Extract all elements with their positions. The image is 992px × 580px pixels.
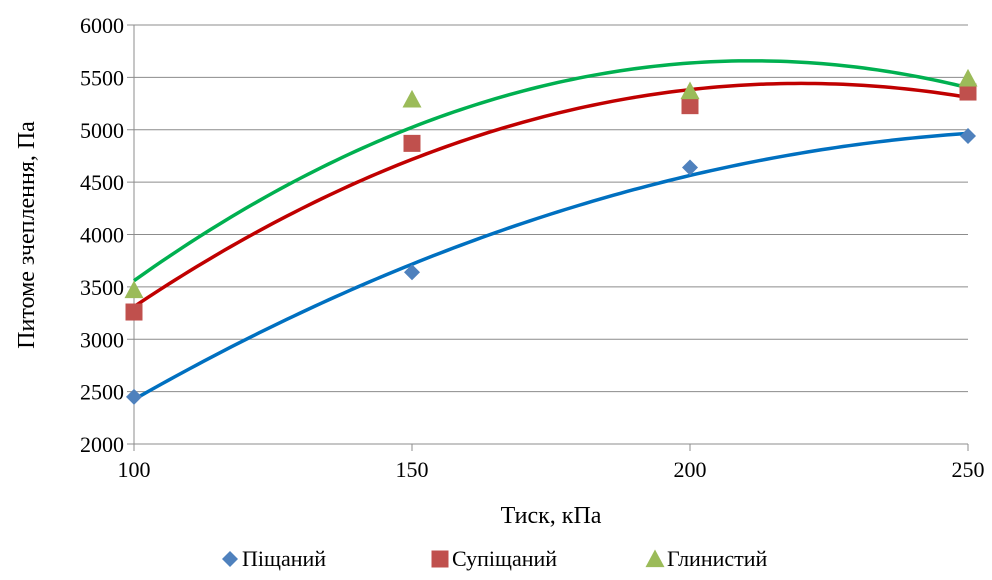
x-axis-title: Тиск, кПа: [501, 503, 602, 529]
y-tick-label: 3000: [80, 327, 124, 352]
legend-label: Супіщаний: [452, 546, 557, 571]
grid-layer: [134, 24, 968, 445]
y-tick-label: 5000: [80, 118, 124, 143]
trendline-3: [132, 59, 969, 283]
legend-label: Глинистий: [667, 546, 768, 571]
trendline-1: [133, 131, 969, 402]
trendline-layer: [132, 59, 969, 402]
trendline-2: [133, 81, 969, 309]
y-tick-label: 6000: [80, 13, 124, 38]
y-axis-title: Питоме зчеплення, Па: [14, 121, 40, 349]
y-tick-label: 4000: [80, 223, 124, 248]
y-tick-label: 5500: [80, 65, 124, 90]
data-point-series-3: [680, 81, 700, 100]
marker-layer: [124, 68, 978, 405]
x-tick-label: 100: [118, 457, 151, 482]
x-tick-label: 250: [952, 457, 985, 482]
data-point-series-1: [960, 128, 976, 145]
legend-marker-3: [645, 549, 665, 568]
data-point-series-3: [402, 89, 422, 108]
y-tick-label: 2000: [80, 432, 124, 457]
legend: Піщаний Супіщаний Глинистий: [222, 546, 768, 571]
y-tick-label: 3500: [80, 275, 124, 300]
tick-label-layer: 2000 2500 3000 3500 4000 4500 5000 5500 6000 100 1…: [80, 13, 985, 482]
y-tick-label: 2500: [80, 380, 124, 405]
data-point-series-2: [681, 97, 699, 115]
data-point-series-2: [959, 83, 977, 101]
legend-marker-1: [222, 551, 238, 567]
y-tick-label: 4500: [80, 170, 124, 195]
data-point-series-1: [126, 388, 142, 405]
legend-marker-2: [431, 550, 449, 568]
data-point-series-1: [404, 264, 420, 281]
data-point-series-2: [403, 134, 421, 152]
data-point-series-3: [124, 280, 144, 299]
data-point-series-1: [682, 159, 698, 176]
x-tick-label: 150: [396, 457, 429, 482]
legend-label: Піщаний: [242, 546, 326, 571]
axis-layer: [127, 24, 969, 451]
data-point-series-2: [125, 303, 143, 321]
data-point-series-3: [958, 68, 978, 87]
x-tick-label: 200: [674, 457, 707, 482]
